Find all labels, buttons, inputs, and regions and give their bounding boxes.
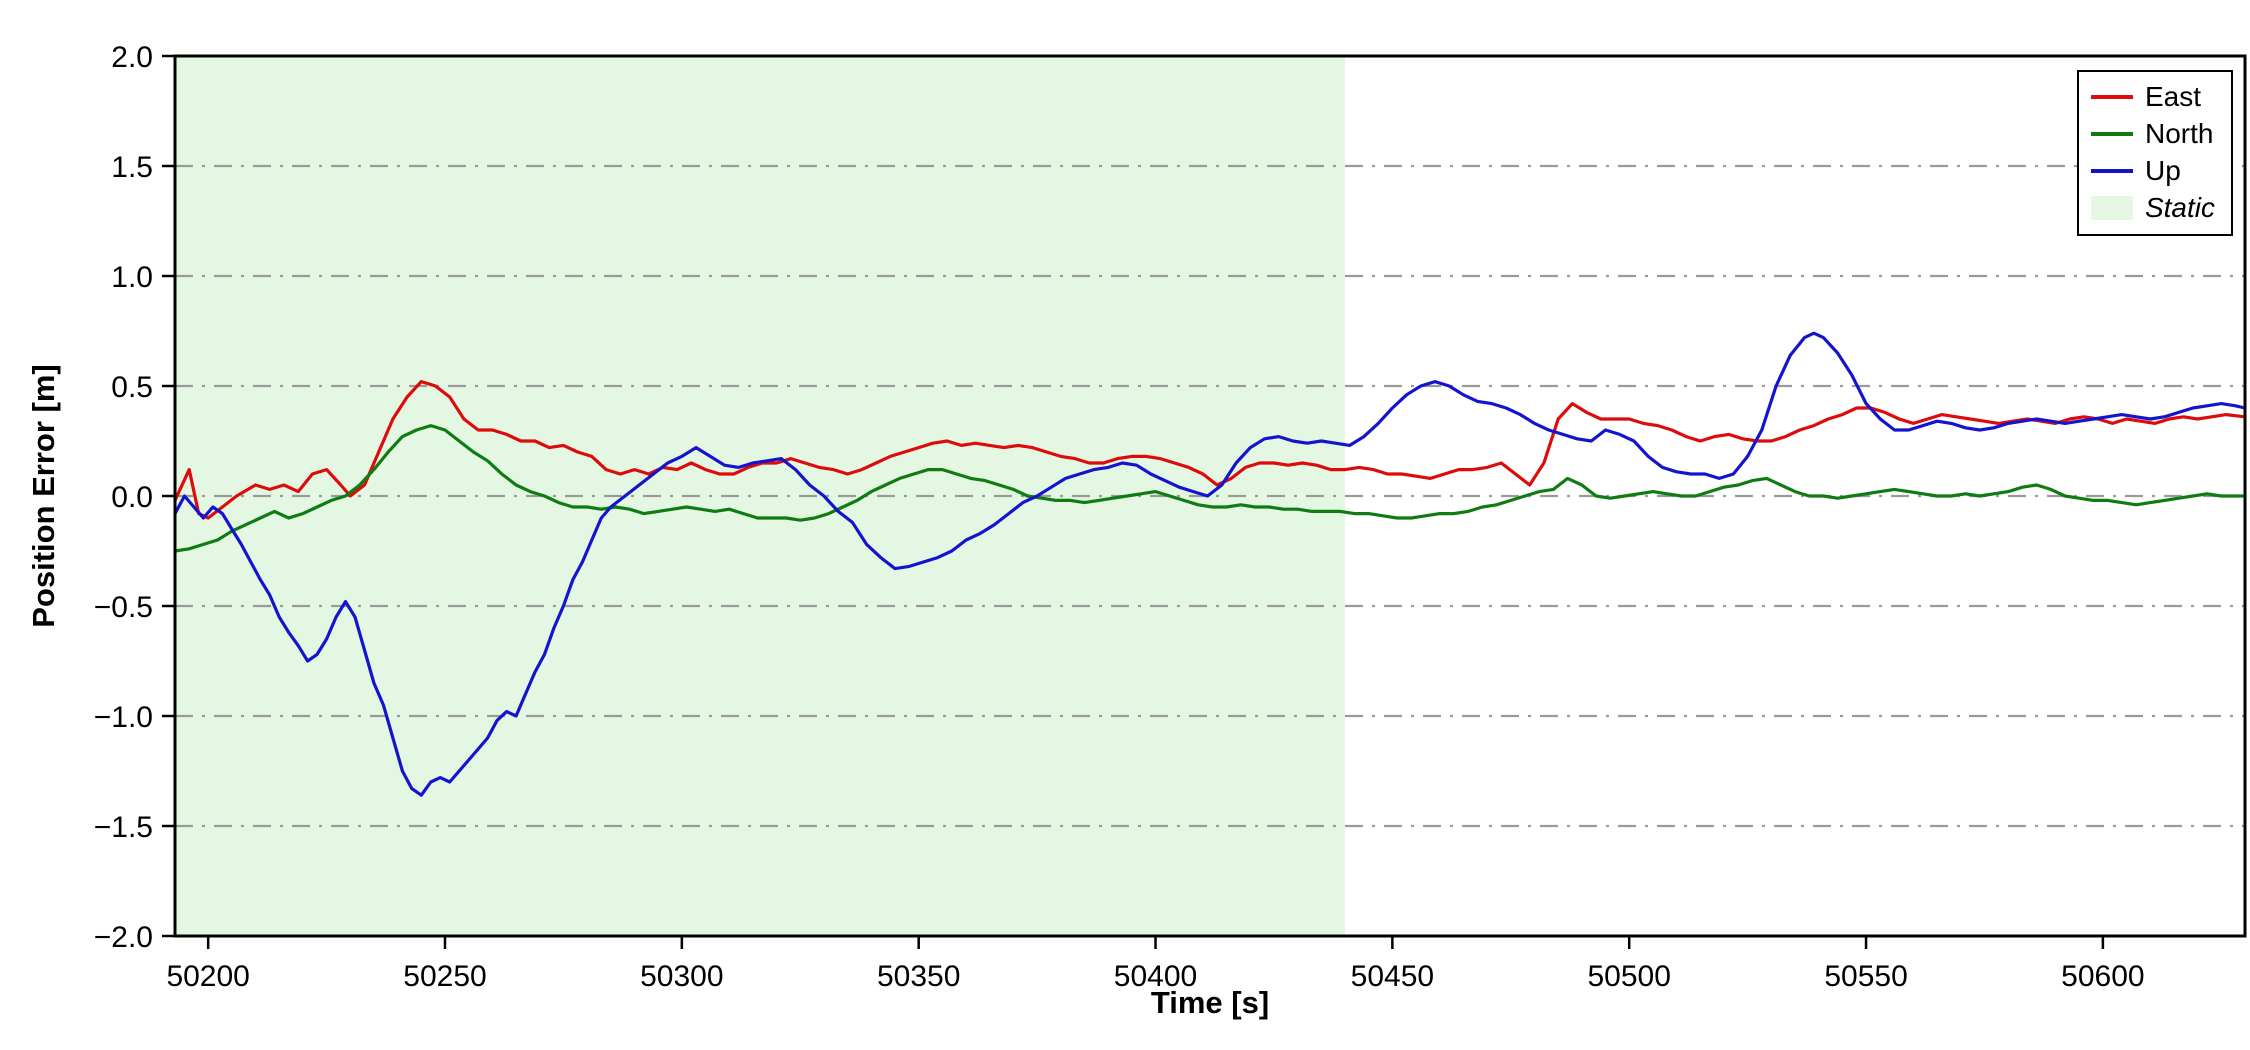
y-axis-label: Position Error [m]: [26, 364, 61, 628]
svg-text:−0.5: −0.5: [94, 591, 153, 624]
svg-text:1.0: 1.0: [111, 261, 153, 294]
legend-item-up: Up: [2090, 154, 2215, 187]
legend-item-north: North: [2090, 117, 2215, 150]
svg-text:1.5: 1.5: [111, 151, 153, 184]
svg-text:50400: 50400: [1114, 960, 1197, 993]
up-line-swatch: [2090, 168, 2133, 173]
legend-label-up: Up: [2144, 154, 2181, 186]
east-line-swatch: [2090, 94, 2133, 99]
svg-text:50550: 50550: [1824, 960, 1907, 993]
svg-text:50200: 50200: [166, 960, 249, 993]
legend-label-east: East: [2144, 80, 2201, 112]
svg-text:50450: 50450: [1351, 960, 1434, 993]
svg-text:50350: 50350: [877, 960, 960, 993]
svg-text:0.5: 0.5: [111, 371, 153, 404]
north-line-swatch: [2090, 131, 2133, 136]
svg-text:50250: 50250: [403, 960, 486, 993]
legend: East North Up Static: [2076, 70, 2233, 236]
svg-text:−1.0: −1.0: [94, 701, 153, 734]
svg-text:2.0: 2.0: [111, 41, 153, 74]
svg-text:−1.5: −1.5: [94, 811, 153, 844]
svg-text:0.0: 0.0: [111, 481, 153, 514]
legend-item-static: Static: [2090, 191, 2215, 224]
svg-text:−2.0: −2.0: [94, 921, 153, 954]
legend-item-east: East: [2090, 80, 2215, 113]
legend-label-static: Static: [2144, 191, 2215, 223]
legend-label-north: North: [2144, 117, 2214, 149]
static-region-swatch: [2090, 195, 2133, 220]
svg-text:50300: 50300: [640, 960, 723, 993]
svg-text:50500: 50500: [1587, 960, 1670, 993]
x-axis-label: Time [s]: [1150, 985, 1270, 1020]
svg-text:50600: 50600: [2061, 960, 2144, 993]
